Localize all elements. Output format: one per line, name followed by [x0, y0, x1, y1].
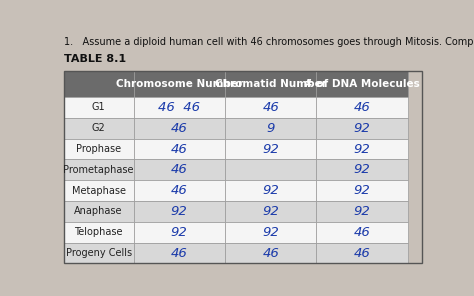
Bar — [64, 160, 134, 180]
Bar — [64, 71, 422, 263]
Bar — [225, 118, 317, 139]
Bar — [317, 71, 408, 97]
Text: 92: 92 — [171, 226, 188, 239]
Bar — [317, 160, 408, 180]
Text: 92: 92 — [262, 226, 279, 239]
Text: Anaphase: Anaphase — [74, 206, 123, 216]
Text: 46: 46 — [262, 101, 279, 114]
Text: Prometaphase: Prometaphase — [64, 165, 134, 175]
Bar — [225, 180, 317, 201]
Text: Prophase: Prophase — [76, 144, 121, 154]
Text: 46: 46 — [171, 247, 188, 260]
Text: 46: 46 — [171, 163, 188, 176]
Text: 46: 46 — [171, 122, 188, 135]
Text: 9: 9 — [266, 122, 275, 135]
Bar — [64, 71, 134, 97]
Bar — [225, 201, 317, 222]
Bar — [225, 222, 317, 243]
Text: 92: 92 — [354, 205, 371, 218]
Text: 46: 46 — [354, 247, 371, 260]
Bar — [225, 160, 317, 180]
Bar — [317, 97, 408, 118]
Bar — [64, 139, 134, 160]
Text: Progeny Cells: Progeny Cells — [65, 248, 132, 258]
Text: 46: 46 — [171, 184, 188, 197]
Text: 92: 92 — [354, 184, 371, 197]
Bar — [134, 201, 225, 222]
Text: 92: 92 — [354, 122, 371, 135]
Bar — [64, 97, 134, 118]
Bar — [134, 139, 225, 160]
Text: 92: 92 — [262, 205, 279, 218]
Text: Metaphase: Metaphase — [72, 186, 126, 196]
Bar — [64, 201, 134, 222]
Bar — [134, 180, 225, 201]
Bar — [134, 97, 225, 118]
Text: 92: 92 — [354, 143, 371, 156]
Text: 92: 92 — [171, 205, 188, 218]
Bar — [317, 180, 408, 201]
Text: 46: 46 — [171, 143, 188, 156]
Bar — [225, 139, 317, 160]
Bar — [134, 243, 225, 263]
Text: Telophase: Telophase — [74, 227, 123, 237]
Text: Chromosome Number: Chromosome Number — [116, 79, 243, 89]
Bar — [134, 160, 225, 180]
Bar — [317, 139, 408, 160]
Text: 92: 92 — [262, 184, 279, 197]
Text: Chromatid Number: Chromatid Number — [215, 79, 327, 89]
Bar — [317, 222, 408, 243]
Bar — [134, 222, 225, 243]
Bar — [225, 97, 317, 118]
Bar — [64, 243, 134, 263]
Text: # of DNA Molecules: # of DNA Molecules — [304, 79, 420, 89]
Bar — [134, 71, 225, 97]
Bar — [317, 118, 408, 139]
Text: G1: G1 — [92, 102, 105, 112]
Text: G2: G2 — [92, 123, 106, 133]
Text: 46: 46 — [354, 101, 371, 114]
Bar — [64, 118, 134, 139]
Bar — [134, 118, 225, 139]
Bar — [64, 180, 134, 201]
Text: 46  46: 46 46 — [158, 101, 201, 114]
Bar — [64, 222, 134, 243]
Text: TABLE 8.1: TABLE 8.1 — [64, 54, 126, 64]
Text: 46: 46 — [262, 247, 279, 260]
Bar — [317, 243, 408, 263]
Text: 92: 92 — [262, 143, 279, 156]
Text: 46: 46 — [354, 226, 371, 239]
Text: 1.   Assume a diploid human cell with 46 chromosomes goes through Mitosis. Compl: 1. Assume a diploid human cell with 46 c… — [64, 37, 474, 47]
Bar — [317, 201, 408, 222]
Bar — [225, 71, 317, 97]
Text: 92: 92 — [354, 163, 371, 176]
Bar — [225, 243, 317, 263]
